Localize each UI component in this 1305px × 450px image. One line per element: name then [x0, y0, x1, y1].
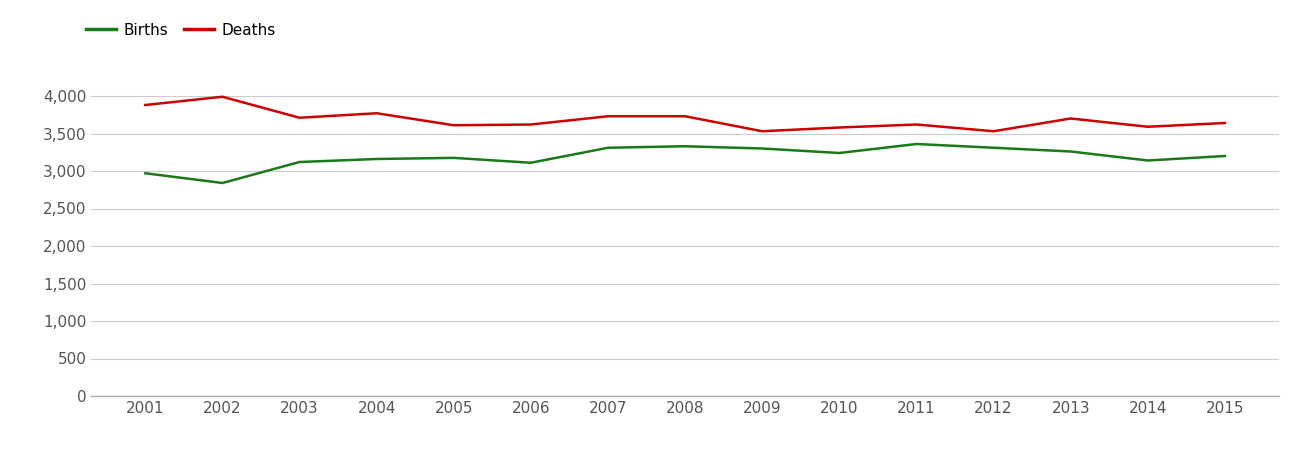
Legend: Births, Deaths: Births, Deaths	[80, 17, 282, 44]
